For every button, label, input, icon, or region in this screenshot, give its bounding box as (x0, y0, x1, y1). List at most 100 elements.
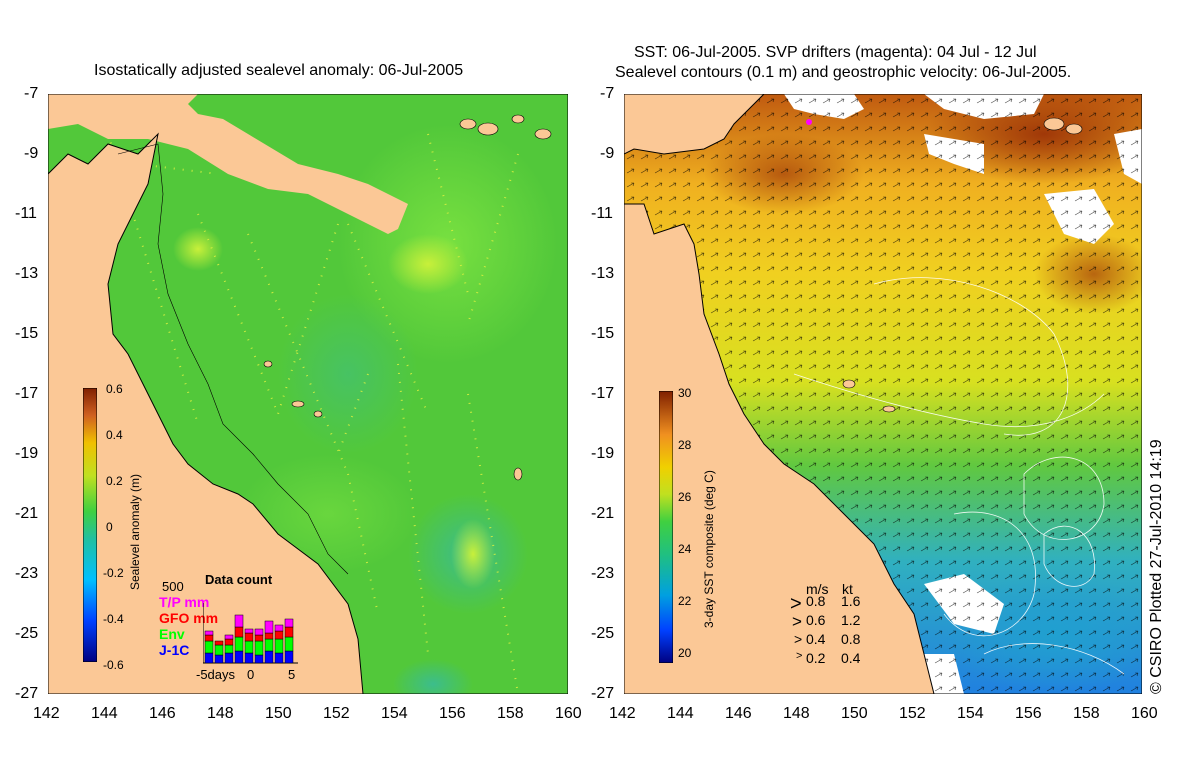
data-count-bar-segment (205, 641, 213, 653)
data-count-bar-segment (205, 635, 213, 641)
data-count-x-tick: 0 (247, 667, 254, 682)
colorbar-tick-label: -0.6 (103, 658, 124, 672)
data-count-bar-segment (275, 639, 283, 653)
x-tick-label: 144 (91, 705, 118, 723)
data-count-bar-segment (245, 633, 253, 641)
x-tick-label: 152 (899, 705, 926, 723)
y-tick-label: -21 (591, 505, 614, 523)
data-count-bar-segment (265, 651, 273, 663)
y-tick-label: -15 (591, 325, 614, 343)
y-tick-label: -27 (15, 685, 38, 703)
drifter-marker (806, 119, 812, 125)
y-tick-label: -15 (15, 325, 38, 343)
x-tick-label: 150 (265, 705, 292, 723)
data-count-bar-segment (235, 615, 243, 627)
y-tick-label: -25 (15, 625, 38, 643)
right-panel-title-2: Sealevel contours (0.1 m) and geostrophi… (615, 64, 1071, 82)
data-count-bar-segment (285, 651, 293, 663)
x-tick-label: 148 (207, 705, 234, 723)
data-count-bar-segment (225, 653, 233, 663)
colorbar-tick-label: 0 (106, 520, 113, 534)
y-tick-label: -17 (15, 385, 38, 403)
velocity-key-ms: 0.2 (806, 650, 825, 666)
y-tick-label: -11 (15, 205, 37, 223)
x-tick-label: 154 (381, 705, 408, 723)
velocity-key-arrow: > (794, 631, 802, 647)
data-count-bar-segment (265, 621, 273, 633)
data-count-bar-segment (255, 641, 263, 655)
right-colorbar (659, 391, 673, 663)
data-count-bar-segment (285, 619, 293, 627)
data-count-bar-segment (215, 655, 223, 663)
x-tick-label: 158 (497, 705, 524, 723)
velocity-key-kt: 0.8 (841, 631, 860, 647)
colorbar-tick-label: 0.4 (106, 428, 123, 442)
colorbar-tick-label: 28 (678, 438, 691, 452)
data-count-bar-segment (235, 651, 243, 663)
x-tick-label: 142 (33, 705, 60, 723)
y-tick-label: -27 (591, 685, 614, 703)
data-count-bar-segment (275, 631, 283, 639)
y-tick-label: -9 (24, 145, 38, 163)
left-panel-title: Isostatically adjusted sealevel anomaly:… (94, 62, 463, 80)
data-count-bar-segment (285, 637, 293, 651)
data-count-bar-segment (225, 645, 233, 653)
data-count-bar-segment (215, 641, 223, 645)
colorbar-tick-label: 26 (678, 490, 691, 504)
y-tick-label: -7 (600, 85, 614, 103)
y-tick-label: -19 (591, 445, 614, 463)
velocity-key-ms: 0.6 (806, 612, 825, 628)
x-tick-label: 158 (1073, 705, 1100, 723)
velocity-key-kt: 0.4 (841, 650, 860, 666)
y-tick-label: -25 (591, 625, 614, 643)
data-count-bar-segment (235, 637, 243, 651)
x-tick-label: 156 (1015, 705, 1042, 723)
right-colorbar-label: 3-day SST composite (deg C) (702, 470, 716, 628)
data-count-x-tick: -5days (196, 667, 235, 682)
data-count-bar-segment (255, 635, 263, 641)
x-tick-label: 160 (1131, 705, 1158, 723)
data-count-title: Data count (205, 572, 272, 587)
sealevel-anomaly-map (48, 94, 568, 694)
colorbar-tick-label: 0.6 (106, 382, 123, 396)
data-count-bar-segment (235, 627, 243, 637)
colorbar-tick-label: 22 (678, 594, 691, 608)
left-colorbar-label: Sealevel anomaly (m) (128, 474, 142, 590)
data-count-bar-segment (285, 627, 293, 637)
left-colorbar (83, 388, 97, 662)
x-tick-label: 152 (323, 705, 350, 723)
y-tick-label: -21 (15, 505, 38, 523)
data-count-x-tick: 5 (288, 667, 295, 682)
x-tick-label: 160 (555, 705, 582, 723)
y-tick-label: -9 (600, 145, 614, 163)
data-count-bar-segment (275, 653, 283, 663)
x-tick-label: 150 (841, 705, 868, 723)
data-count-bar-segment (205, 653, 213, 663)
x-tick-label: 146 (149, 705, 176, 723)
colorbar-tick-label: 24 (678, 542, 691, 556)
colorbar-tick-label: 0.2 (106, 474, 123, 488)
velocity-key-kt: 1.6 (841, 593, 860, 609)
x-tick-label: 148 (783, 705, 810, 723)
velocity-key-kt: 1.2 (841, 612, 860, 628)
data-count-bar-segment (215, 645, 223, 655)
x-tick-label: 142 (609, 705, 636, 723)
data-count-bar-segment (255, 629, 263, 635)
colorbar-tick-label: 20 (678, 646, 691, 660)
data-count-bars (203, 603, 298, 665)
data-count-legend-item: J-1C (159, 642, 189, 658)
y-tick-label: -19 (15, 445, 38, 463)
x-tick-label: 144 (667, 705, 694, 723)
x-tick-label: 156 (439, 705, 466, 723)
data-count-legend-item: Env (159, 626, 185, 642)
velocity-key-arrow: > (792, 612, 802, 632)
data-count-bar-segment (275, 625, 283, 631)
velocity-key-ms: 0.4 (806, 631, 825, 647)
y-tick-label: -13 (591, 265, 614, 283)
y-tick-label: -7 (24, 85, 38, 103)
data-count-bar-segment (245, 629, 253, 633)
right-panel-title-1: SST: 06-Jul-2005. SVP drifters (magenta)… (634, 44, 1037, 62)
y-tick-label: -23 (591, 565, 614, 583)
data-count-max: 500 (162, 579, 184, 594)
data-count-bar-segment (265, 633, 273, 639)
